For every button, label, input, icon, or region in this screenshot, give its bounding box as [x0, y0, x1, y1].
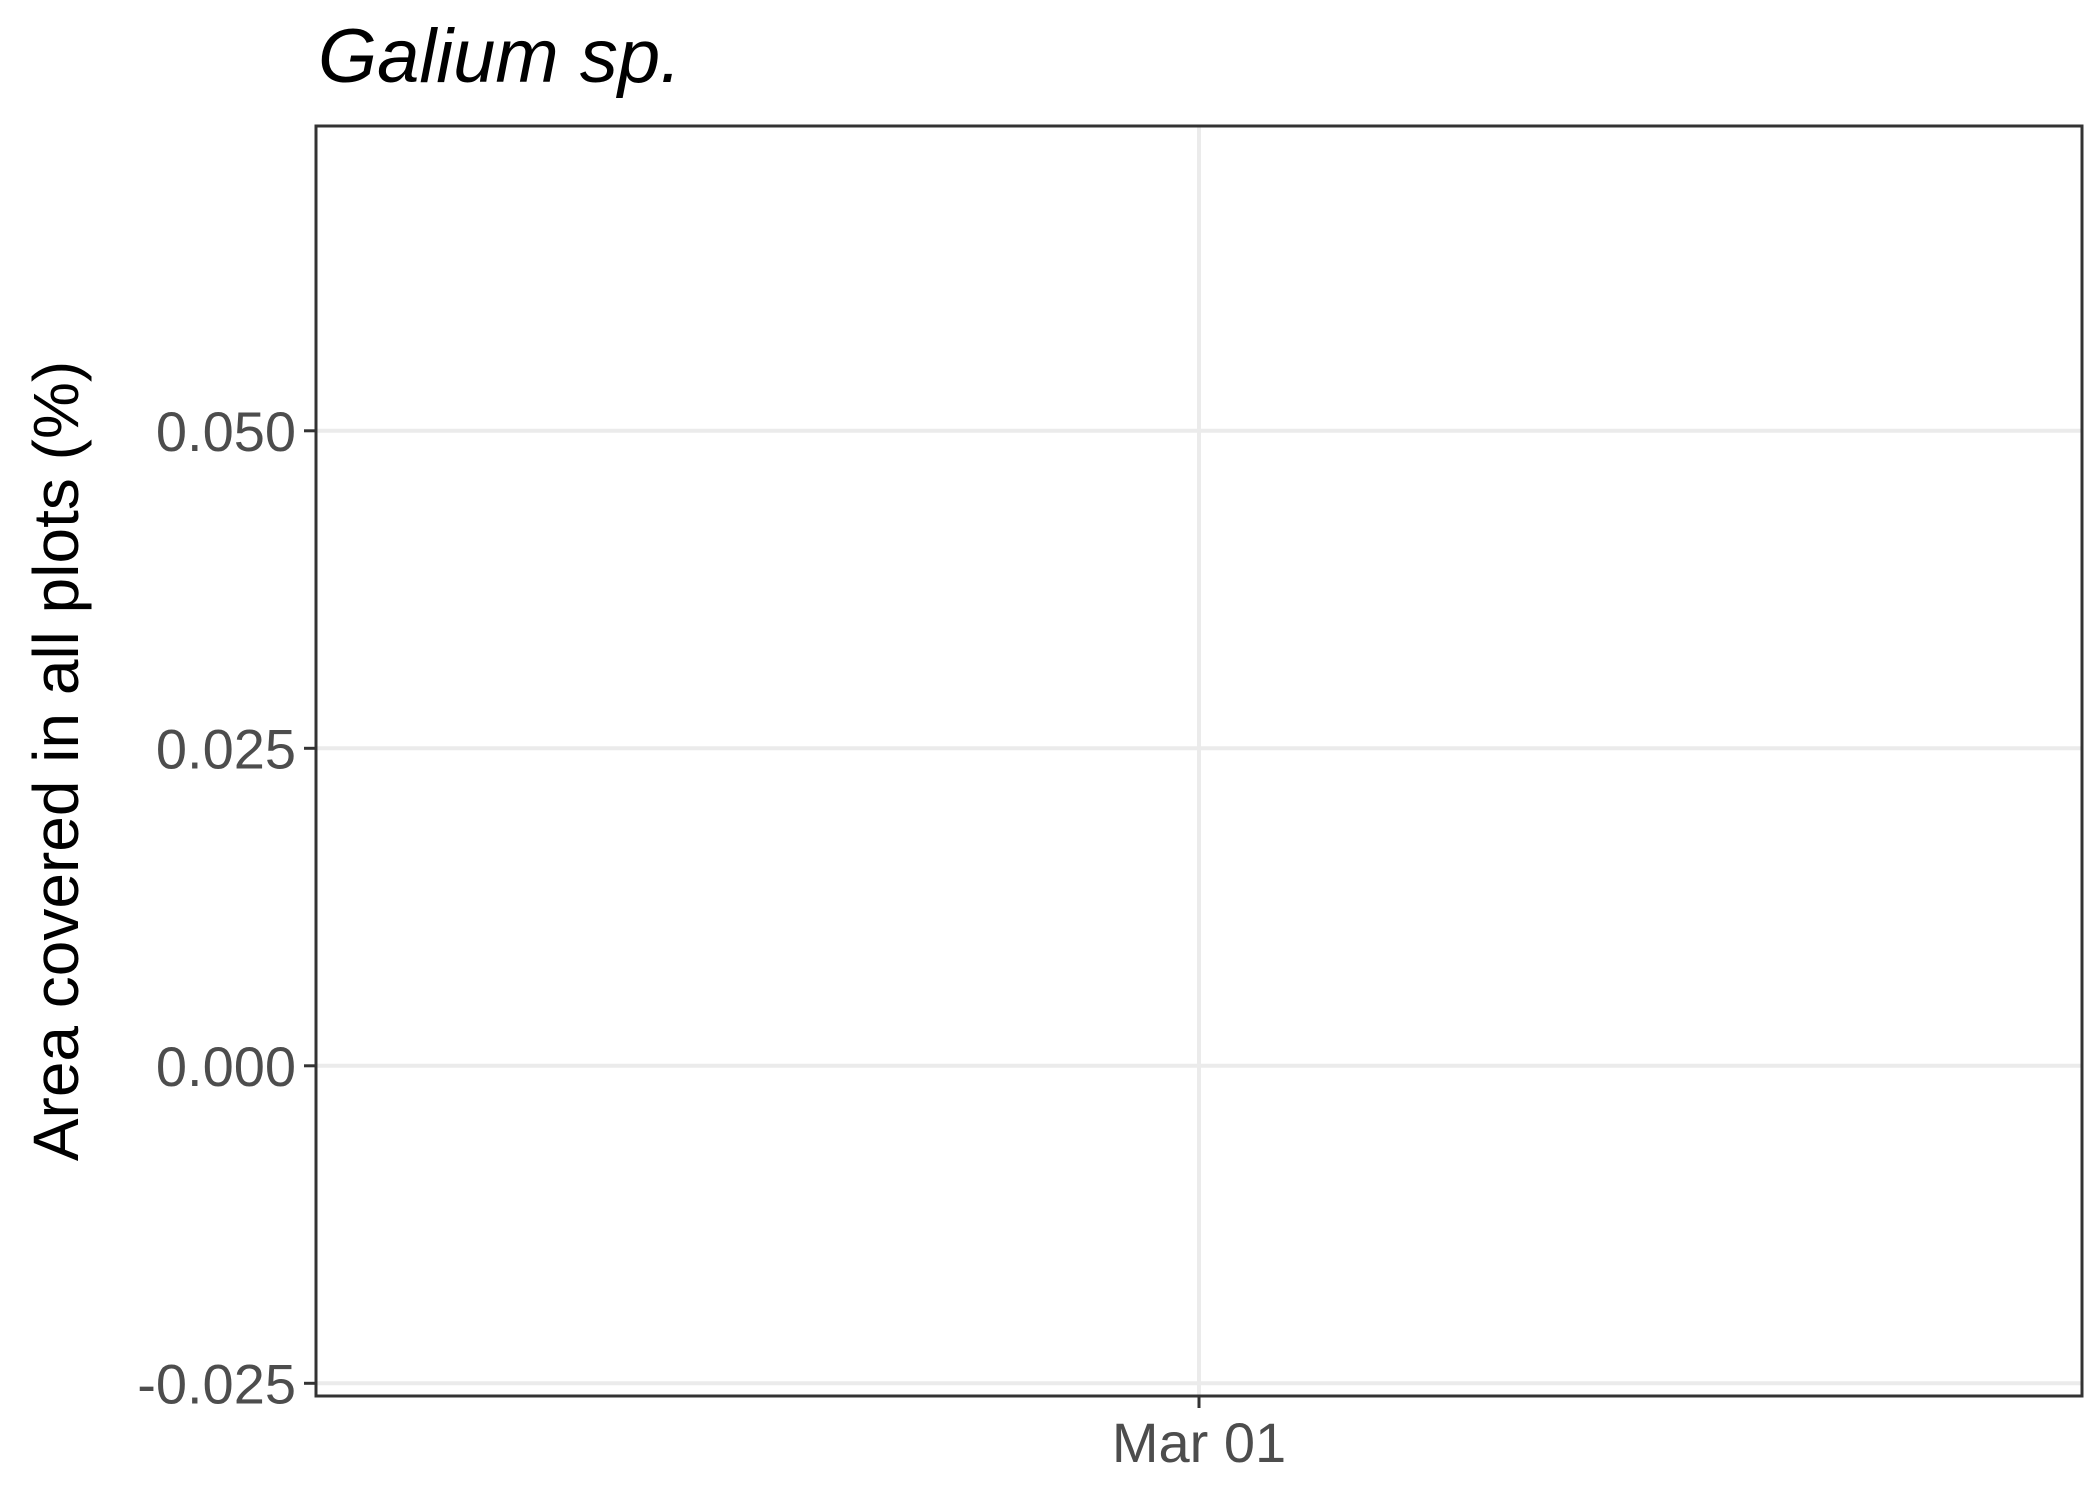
x-tick-label: Mar 01: [1112, 1411, 1286, 1474]
chart-title: Galium sp.: [318, 14, 681, 99]
y-tick-label: 0.025: [156, 717, 296, 780]
y-tick-label: -0.025: [137, 1352, 296, 1415]
grid-lines: [316, 126, 2082, 1396]
y-axis: -0.025 0.000 0.025 0.050: [137, 400, 316, 1415]
x-axis: Mar 01: [1112, 1396, 1286, 1474]
y-tick-label: 0.050: [156, 400, 296, 463]
plot-panel: [314, 124, 2084, 1398]
y-axis-label: Area covered in all plots (%): [20, 361, 92, 1161]
y-tick-label: 0.000: [156, 1035, 296, 1098]
